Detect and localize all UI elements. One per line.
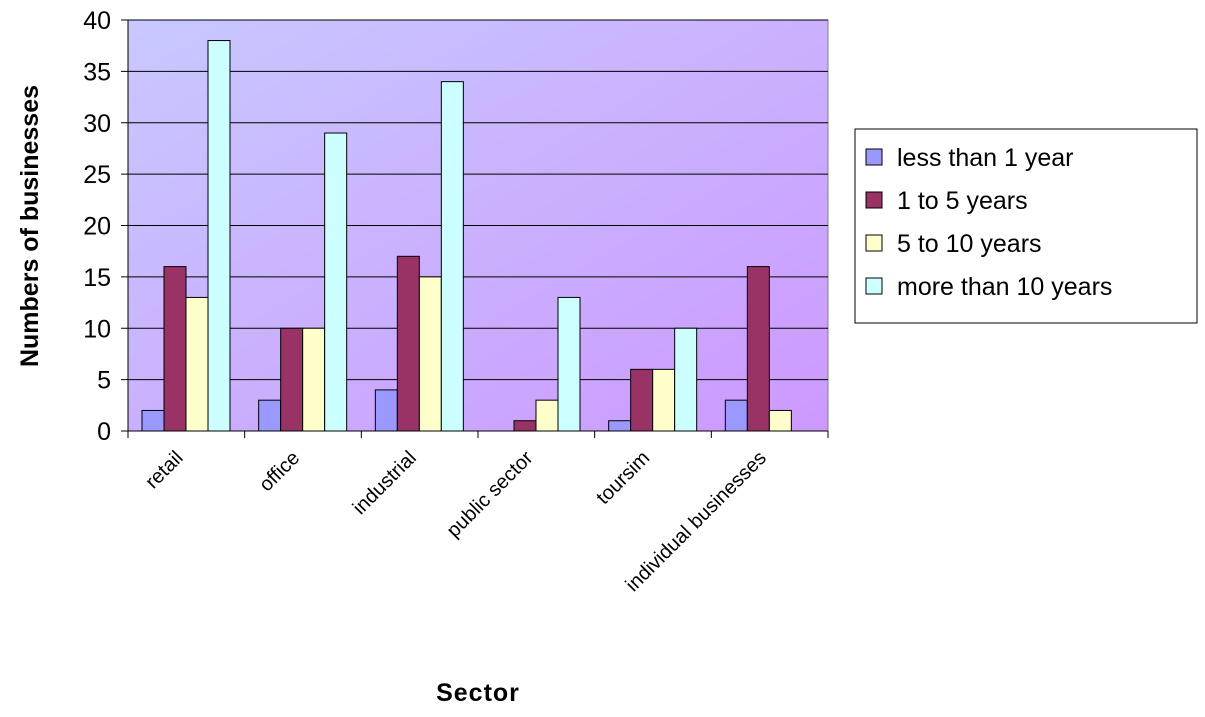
legend-label: 5 to 10 years [897,230,1042,258]
x-category-label: public sector [443,447,538,542]
legend-label: more than 10 years [897,273,1112,301]
bar [630,368,654,432]
x-category-label: industrial [349,447,421,519]
x-category-label: toursim [592,447,654,509]
bar [652,368,676,432]
bar [374,389,398,432]
legend-label: less than 1 year [897,144,1074,172]
bar [163,266,187,432]
bar [418,276,442,432]
y-tick-labels: 0 5 10 15 20 25 30 35 40 [83,7,111,446]
bar [768,409,792,432]
y-tick-label: 5 [97,367,111,395]
bar [674,327,698,432]
y-tick-label: 40 [83,7,111,35]
bar [302,327,326,432]
bar [513,420,537,432]
bar [258,399,282,432]
y-axis-title: Numbers of businesses [16,85,44,367]
y-tick-label: 10 [83,315,111,343]
y-tick-label: 35 [83,58,111,86]
bar [724,399,748,432]
legend-label: 1 to 5 years [897,187,1028,215]
y-tick-label: 30 [83,110,111,138]
legend-swatch [865,148,883,166]
y-tick-label: 20 [83,213,111,241]
legend-swatch [865,191,883,209]
bar [535,399,559,432]
x-category-labels: retail office industrial public sector tours… [141,447,771,596]
legend-box [854,128,1198,324]
bar [440,81,464,432]
x-axis-title: Sector [436,679,520,707]
x-category-label: retail [141,447,187,493]
bar [185,296,209,432]
legend-swatch [865,277,883,295]
y-tick-label: 25 [83,161,111,189]
bar [324,132,348,432]
axes [121,19,829,438]
bar [207,40,231,432]
bar [608,420,632,432]
y-tick-label: 0 [97,418,111,446]
y-tick-label: 15 [83,264,111,292]
gridlines [128,19,828,381]
x-category-label: office [255,447,304,496]
bar [141,409,165,432]
bar [396,255,420,432]
bar [280,327,304,432]
bars [141,40,792,432]
legend: less than 1 year 1 to 5 years 5 to 10 year… [854,128,1198,324]
legend-swatch [865,234,883,252]
bar [746,266,770,432]
bar [557,296,581,432]
